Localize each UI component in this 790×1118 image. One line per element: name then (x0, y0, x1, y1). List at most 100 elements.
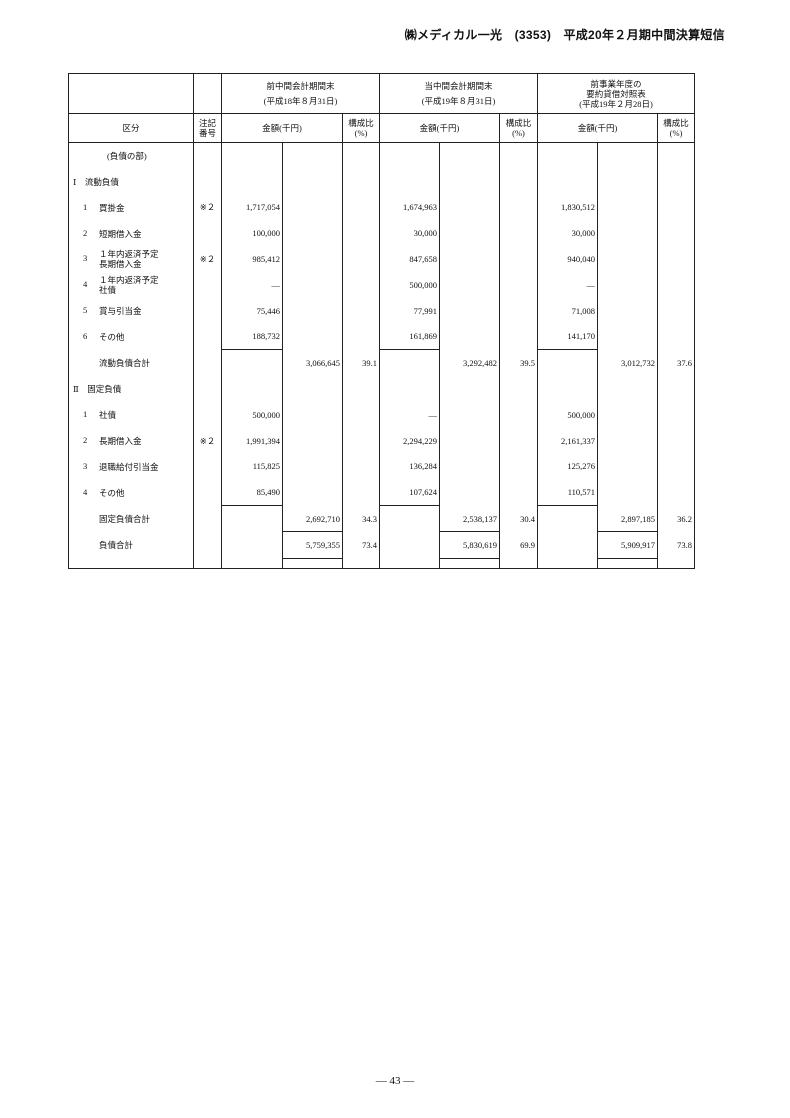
subtotal-amount (282, 453, 343, 480)
ratio-percent (499, 297, 539, 324)
blank-cell (193, 558, 222, 570)
note-ref (193, 531, 222, 559)
item-number: 3 (83, 460, 88, 471)
table-row: 6 その他 188,732 161,869 141,170 (68, 323, 696, 350)
detail-amount: 115,825 (221, 453, 283, 480)
ratio-percent (657, 401, 696, 428)
subtotal-amount (439, 479, 501, 506)
item-number: 4 (83, 486, 88, 497)
detail-amount: 1,991,394 (221, 427, 283, 454)
subtotal-amount (439, 427, 501, 454)
ratio-percent (657, 376, 696, 402)
subtotal-amount (439, 168, 501, 195)
ratio-percent (499, 194, 539, 221)
row-label: 3 １年内返済予定 長期借入金 (68, 246, 194, 272)
item-label: １年内返済予定 社債 (99, 274, 159, 295)
subtotal-amount (597, 168, 659, 195)
ratio-percent (657, 168, 696, 195)
detail-amount: 125,276 (537, 453, 599, 480)
period-date: (平成19年２月28日) (579, 98, 653, 109)
detail-amount (379, 531, 441, 559)
detail-amount: 500,000 (537, 401, 599, 428)
note-ref (193, 453, 222, 480)
detail-amount: 110,571 (537, 479, 599, 506)
detail-amount: 77,991 (379, 297, 441, 324)
detail-amount: 500,000 (221, 401, 283, 428)
subtotal-amount (282, 323, 343, 350)
row-label: 5 賞与引当金 (68, 297, 194, 324)
col-ratio: 構成比 (%) (657, 113, 696, 143)
item-label: その他 (99, 332, 125, 343)
item-number: 4 (83, 278, 88, 289)
period-header-current-interim: 当中間会計期間末 (平成19年８月31日) (379, 73, 539, 114)
ratio-percent (499, 142, 539, 169)
item-number: 6 (83, 331, 88, 342)
ratio-percent: 34.3 (341, 505, 381, 532)
subtotal-amount (439, 401, 501, 428)
detail-amount: 1,717,054 (221, 194, 283, 221)
detail-amount: 85,490 (221, 479, 283, 506)
subtotal-amount (282, 271, 343, 298)
ratio-percent: 37.6 (657, 349, 696, 377)
subtotal-amount (282, 401, 343, 428)
col-amount: 金額(千円) (537, 113, 659, 143)
row-label: 2 長期借入金 (68, 427, 194, 454)
ratio-percent (499, 246, 539, 272)
period-date: (平成19年８月31日) (421, 96, 496, 106)
blank-cell (379, 558, 441, 570)
detail-amount (221, 531, 283, 559)
subtotal-amount: 5,759,355 (282, 531, 343, 559)
note-ref (193, 271, 222, 298)
ratio-percent (499, 220, 539, 247)
subtotal-amount (597, 401, 659, 428)
item-number: 2 (83, 227, 88, 238)
subtotal-amount: 2,692,710 (282, 505, 343, 532)
subtotal-amount (439, 246, 501, 272)
subtotal-amount (597, 142, 659, 169)
table-row: Ⅱ 固定負債 (68, 376, 696, 402)
subtotal-amount (439, 297, 501, 324)
subtotal-amount (282, 479, 343, 506)
note-ref (193, 401, 222, 428)
detail-amount: 940,040 (537, 246, 599, 272)
detail-amount: — (379, 401, 441, 428)
detail-amount: — (537, 271, 599, 298)
subtotal-amount (597, 376, 659, 402)
detail-amount: 1,830,512 (537, 194, 599, 221)
subtotal-amount: 2,897,185 (597, 505, 659, 532)
ratio-percent (341, 401, 381, 428)
ratio-percent (499, 271, 539, 298)
report-title: 平成20年２月期中間決算短信 (563, 28, 725, 42)
subtotal-amount (439, 271, 501, 298)
note-ref (193, 142, 222, 169)
total-underline (439, 558, 501, 570)
detail-amount: 985,412 (221, 246, 283, 272)
ratio-percent (341, 323, 381, 350)
item-number: 1 (83, 409, 88, 420)
blank-cell (499, 558, 539, 570)
detail-amount: 161,869 (379, 323, 441, 350)
row-label: 4 その他 (68, 479, 194, 506)
ratio-percent (341, 453, 381, 480)
item-number: 5 (83, 305, 88, 316)
ratio-percent (341, 142, 381, 169)
table-row: 流動負債合計 3,066,645 39.1 3,292,482 39.5 3,012,73… (68, 349, 696, 377)
row-label: (負債の部) (68, 142, 194, 169)
document-header: ㈱メディカル一光 (3353) 平成20年２月期中間決算短信 (405, 26, 725, 43)
table-body: (負債の部) Ⅰ 流動負債 1 買掛金 ※２ 1,717,054 1,674,963 1,83… (68, 142, 696, 570)
period-title: 当中間会計期間末 (424, 81, 493, 91)
ratio-percent (657, 246, 696, 272)
ratio-percent (341, 194, 381, 221)
note-ref (193, 376, 222, 402)
note-ref (193, 220, 222, 247)
ratio-percent (657, 453, 696, 480)
note-ref: ※２ (193, 194, 222, 221)
detail-amount (537, 505, 599, 532)
ratio-percent (341, 427, 381, 454)
ratio-percent: 73.4 (341, 531, 381, 559)
detail-amount: 107,624 (379, 479, 441, 506)
detail-amount: — (221, 271, 283, 298)
detail-amount: 30,000 (537, 220, 599, 247)
ratio-percent (657, 479, 696, 506)
subtotal-amount (439, 323, 501, 350)
